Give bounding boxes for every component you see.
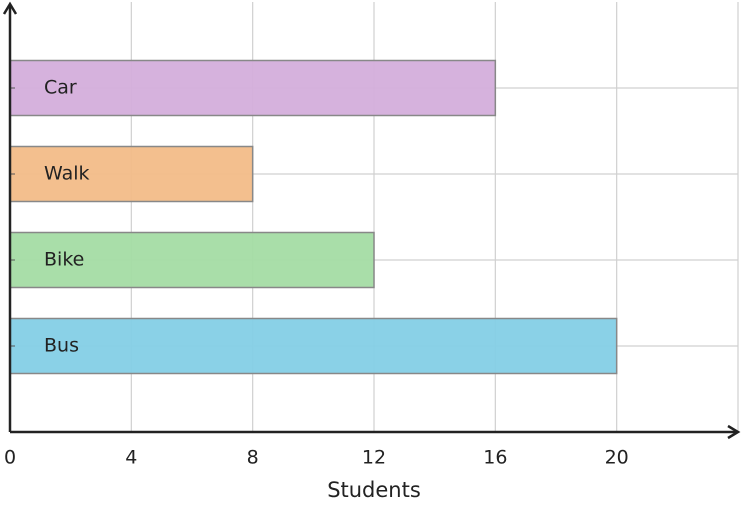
x-tick-label: 8 <box>247 447 259 469</box>
category-label: Walk <box>44 163 90 185</box>
bar <box>9 59 497 117</box>
x-axis-label: Students <box>327 478 421 502</box>
x-tick-label: 20 <box>605 447 629 469</box>
x-axis-arrow <box>727 424 741 440</box>
category-label: Car <box>44 77 77 99</box>
x-tick-label: 4 <box>125 447 137 469</box>
x-tick-label: 16 <box>483 447 507 469</box>
bar <box>9 145 254 203</box>
x-tick-label: 0 <box>4 447 16 469</box>
x-tick-label: 12 <box>362 447 386 469</box>
bar <box>9 231 375 289</box>
bar <box>9 317 618 375</box>
y-axis-arrow <box>2 1 18 15</box>
category-label: Bike <box>44 249 84 271</box>
category-label: Bus <box>44 335 79 357</box>
